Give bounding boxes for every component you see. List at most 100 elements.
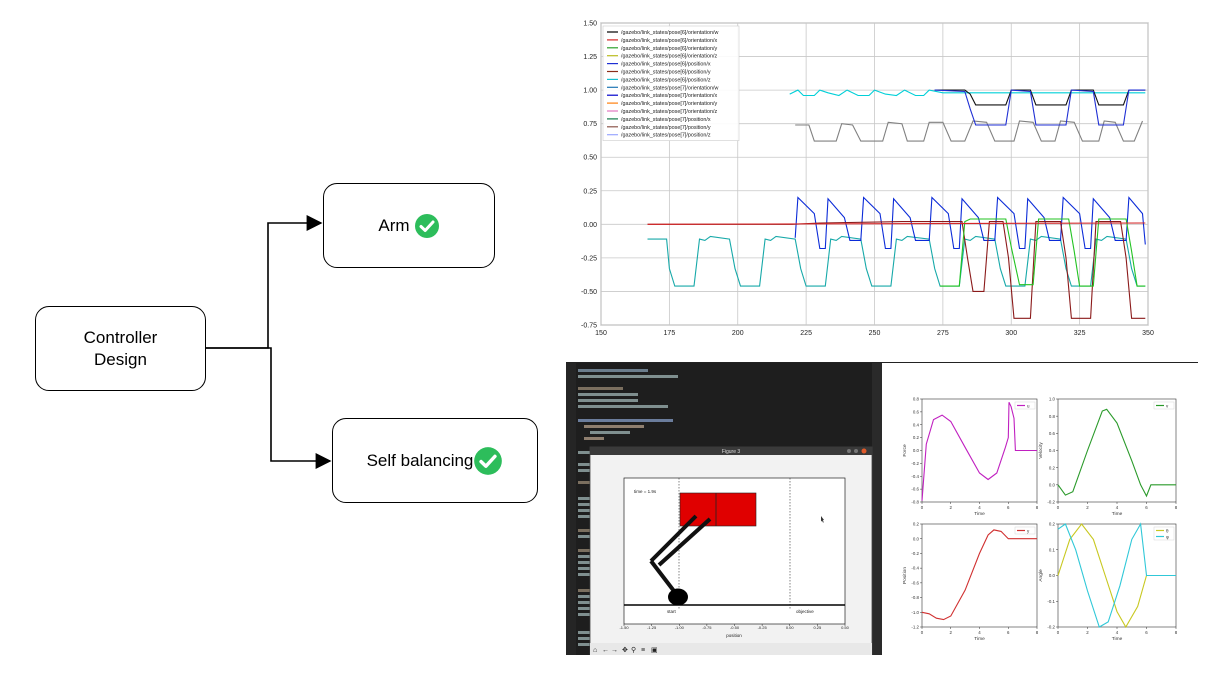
x-axis-label: Time <box>974 511 985 517</box>
legend-entry: /gazebo/link_states/pose[6]/orientation/… <box>621 54 717 60</box>
y-tick-label: -0.8 <box>911 595 919 600</box>
y-tick-label: 1.0 <box>1049 397 1056 402</box>
configure-icon[interactable]: ≡ <box>641 647 645 654</box>
minimize-icon[interactable] <box>847 449 851 453</box>
arm-node: Arm <box>323 183 495 268</box>
legend-entry: φ <box>1166 534 1169 539</box>
simulation-screen: Figure 3 time = 1.9s start objective -1.… <box>566 363 882 655</box>
series-line <box>934 89 1146 106</box>
y-tick-label: 0.00 <box>583 222 597 229</box>
x-tick-label: 4 <box>978 630 981 635</box>
x-tick-label: -1.50 <box>619 625 629 630</box>
response-line <box>1057 408 1176 498</box>
legend-entry: /gazebo/link_states/pose[7]/orientation/… <box>621 85 718 91</box>
legend-entry: /gazebo/link_states/pose[7]/position/z <box>621 133 711 139</box>
divider <box>566 362 1198 364</box>
x-tick-label: 2 <box>1086 630 1089 635</box>
x-tick-label: 8 <box>1036 505 1039 510</box>
y-tick-label: -1.0 <box>911 610 919 615</box>
response-plots-svg: 0.80.60.40.20.0-0.2-0.4-0.6-0.80 2 4 6 8Time… <box>902 397 1178 642</box>
y-tick-label: -0.8 <box>911 500 919 505</box>
maximize-icon[interactable] <box>854 449 858 453</box>
x-tick-label: 0.00 <box>786 625 795 630</box>
y-axis-label: Position <box>902 567 908 584</box>
series-line <box>789 89 1146 97</box>
pendulum-bob <box>668 588 688 606</box>
x-axis-label: Time <box>1112 636 1123 642</box>
gazebo-plot-svg: 150 175 200 225 250 275 300 325 350 1.50 1.25 1.00 0… <box>581 21 1154 338</box>
x-tick-label: 6 <box>1007 630 1010 635</box>
back-icon[interactable]: ← <box>602 647 609 654</box>
time-annotation: time = 1.9s <box>634 489 657 494</box>
legend-entry: /gazebo/link_states/pose[7]/position/y <box>621 125 711 131</box>
x-tick-label: -0.25 <box>758 625 768 630</box>
y-axis-label: Velocity <box>1038 442 1044 459</box>
x-tick-label: 8 <box>1036 630 1039 635</box>
x-tick-label: 4 <box>978 505 981 510</box>
cursor-icon <box>821 516 824 523</box>
code-editor-bg <box>566 363 882 655</box>
legend-entry: /gazebo/link_states/pose[6]/orientation/… <box>621 46 717 52</box>
y-tick-label: 0.2 <box>913 435 920 440</box>
controller-response-plots: 0.8 0.6 0.4 0.2 0.0 -0.2 -0.4 -0.6 -0.8 0 2 4 6 8 Time… <box>882 363 1198 655</box>
series-line <box>934 89 1146 126</box>
legend-entry: y <box>1027 528 1030 533</box>
x-tick-label: -0.75 <box>702 625 712 630</box>
legend-entry: u <box>1027 403 1030 408</box>
forward-icon[interactable]: → <box>611 647 618 654</box>
y-tick-label: -0.2 <box>1047 500 1055 505</box>
pendulum-link-1 <box>649 514 698 563</box>
legend-box <box>602 25 740 141</box>
home-icon[interactable]: ⌂ <box>593 647 597 654</box>
y-tick-label: -0.1 <box>1047 599 1055 604</box>
y-tick-label: -0.2 <box>1047 625 1055 630</box>
y-tick-label: -0.4 <box>911 566 919 571</box>
x-axis-label: Time <box>1112 511 1123 517</box>
x-tick-label: 300 <box>1005 330 1017 337</box>
series-line <box>794 196 1146 250</box>
self-balancing-node: Self balancing <box>332 418 538 503</box>
y-axis-label: Angle <box>1038 569 1044 582</box>
x-tick-label: -1.25 <box>647 625 657 630</box>
response-line <box>921 401 1037 501</box>
x-tick-label: 325 <box>1074 330 1086 337</box>
zoom-icon[interactable]: ⚲ <box>631 646 636 654</box>
x-tick-label: 0 <box>1057 505 1060 510</box>
x-tick-label: 6 <box>1145 630 1148 635</box>
y-tick-label: 0.50 <box>583 155 597 162</box>
figure-window: Figure 3 time = 1.9s start objective -1.… <box>589 446 873 655</box>
y-tick-label: 0.2 <box>913 522 920 527</box>
x-tick-label: 8 <box>1175 505 1178 510</box>
pan-icon[interactable]: ✥ <box>622 646 628 654</box>
close-icon[interactable] <box>861 448 867 454</box>
y-tick-label: 0.8 <box>1049 414 1056 419</box>
arm-label: Arm <box>378 215 410 235</box>
check-circle-icon <box>474 446 503 475</box>
check-circle-icon <box>414 213 439 238</box>
y-tick-label: -0.25 <box>581 255 597 262</box>
response-line <box>921 529 1037 621</box>
objective-label: objective <box>796 609 814 614</box>
x-tick-label: 200 <box>732 330 744 337</box>
series-line <box>647 222 1146 225</box>
y-tick-label: -1.2 <box>911 625 919 630</box>
legend-entry: /gazebo/link_states/pose[6]/orientation/… <box>621 38 717 44</box>
x-tick-label: 275 <box>937 330 949 337</box>
x-tick-label: 0 <box>921 630 924 635</box>
y-tick-label: 0.4 <box>1049 448 1056 453</box>
save-icon[interactable]: ▣ <box>651 647 658 654</box>
series-line <box>647 221 1146 319</box>
x-tick-label: 250 <box>869 330 881 337</box>
figure-window-title: Figure 3 <box>722 449 741 455</box>
y-tick-label: -0.6 <box>911 487 919 492</box>
x-tick-label: 2 <box>950 505 953 510</box>
subplot-axes <box>1057 398 1177 503</box>
y-tick-label: 0.8 <box>913 397 920 402</box>
x-axis-label: Time <box>974 636 985 642</box>
connector-arm <box>206 215 323 349</box>
y-tick-label: 0.1 <box>1049 547 1056 552</box>
x-tick-label: 6 <box>1007 505 1010 510</box>
y-tick-label: 0.75 <box>583 121 597 128</box>
legend-entry: /gazebo/link_states/pose[6]/position/z <box>621 77 711 83</box>
